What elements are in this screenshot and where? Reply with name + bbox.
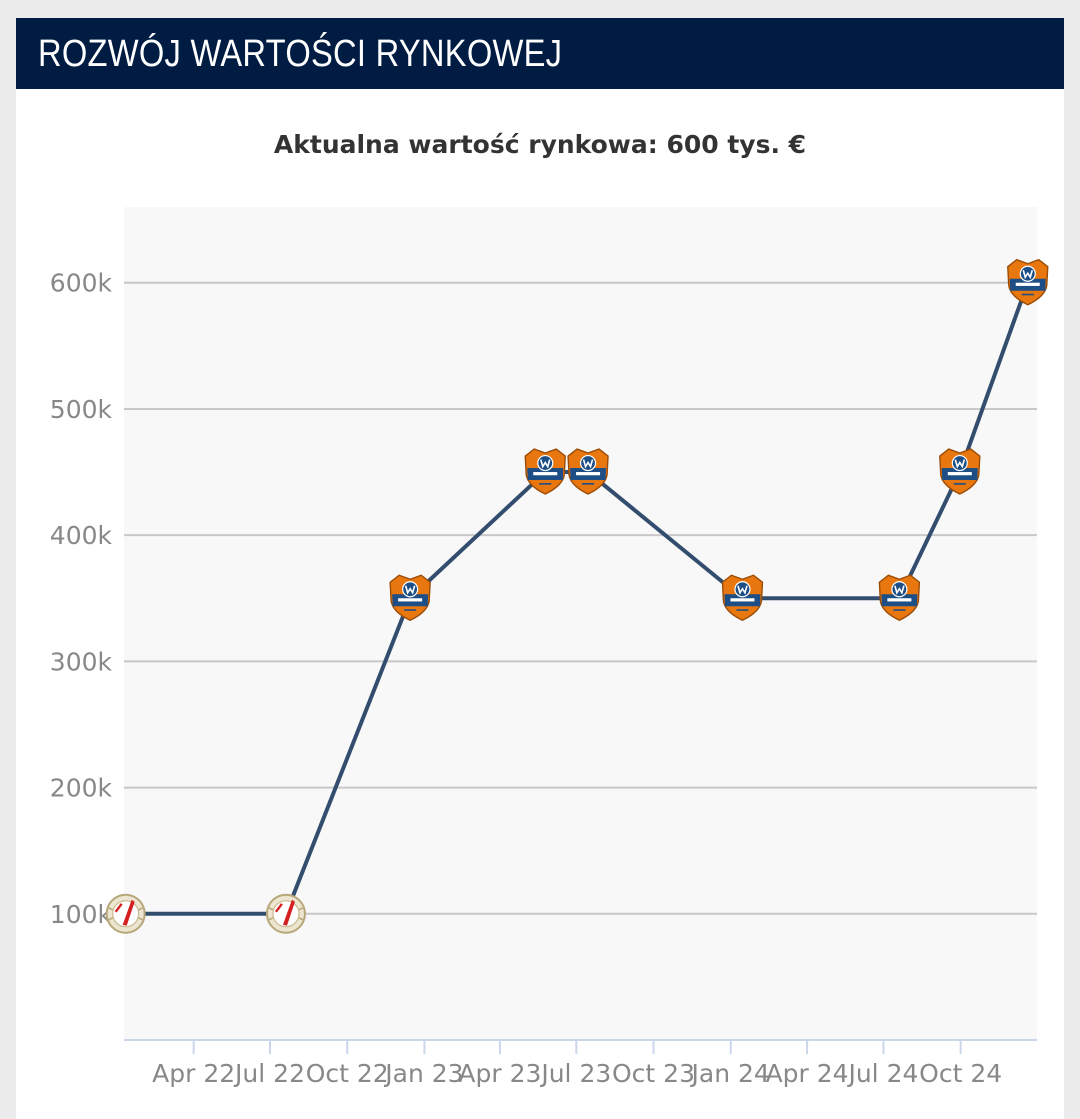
x-tick-label-apr-23: Apr 23 (458, 1059, 541, 1088)
widzew-crest-icon (105, 893, 146, 934)
y-tick-label-200k: 200k (50, 774, 113, 803)
x-tick-label-oct-22: Oct 22 (306, 1059, 389, 1088)
x-tick-label-apr-24: Apr 24 (766, 1059, 849, 1088)
x-tick-label-jul-24: Jul 24 (846, 1059, 918, 1088)
y-axis: 100k 200k 300k 400k 500k 600k (50, 269, 113, 929)
y-tick-label-400k: 400k (50, 521, 113, 550)
y-tick-label-100k: 100k (50, 900, 113, 929)
x-tick-label-oct-23: Oct 23 (612, 1059, 695, 1088)
x-tick-label-oct-24: Oct 24 (919, 1059, 1002, 1088)
card-header: ROZWÓJ WARTOŚCI RYNKOWEJ (16, 18, 1064, 89)
data-point-2022-07-20[interactable] (265, 893, 307, 934)
card-title: ROZWÓJ WARTOŚCI RYNKOWEJ (38, 33, 563, 75)
y-tick-label-300k: 300k (50, 647, 113, 676)
grid-lines (124, 281, 1037, 915)
data-point-2022-01-10[interactable] (105, 893, 146, 934)
x-tick-label-apr-22: Apr 22 (152, 1059, 235, 1088)
x-tick-label-jul-22: Jul 22 (233, 1059, 305, 1088)
x-tick-label-jan-24: Jan 24 (690, 1059, 770, 1088)
current-market-value: Aktualna wartość rynkowa: 600 tys. € (273, 130, 807, 159)
y-tick-label-600k: 600k (50, 269, 113, 298)
x-tick-label-jan-23: Jan 23 (383, 1059, 463, 1088)
x-tick-label-jul-23: Jul 23 (539, 1059, 611, 1088)
widzew-crest-icon (265, 893, 307, 934)
y-tick-label-500k: 500k (50, 395, 113, 424)
